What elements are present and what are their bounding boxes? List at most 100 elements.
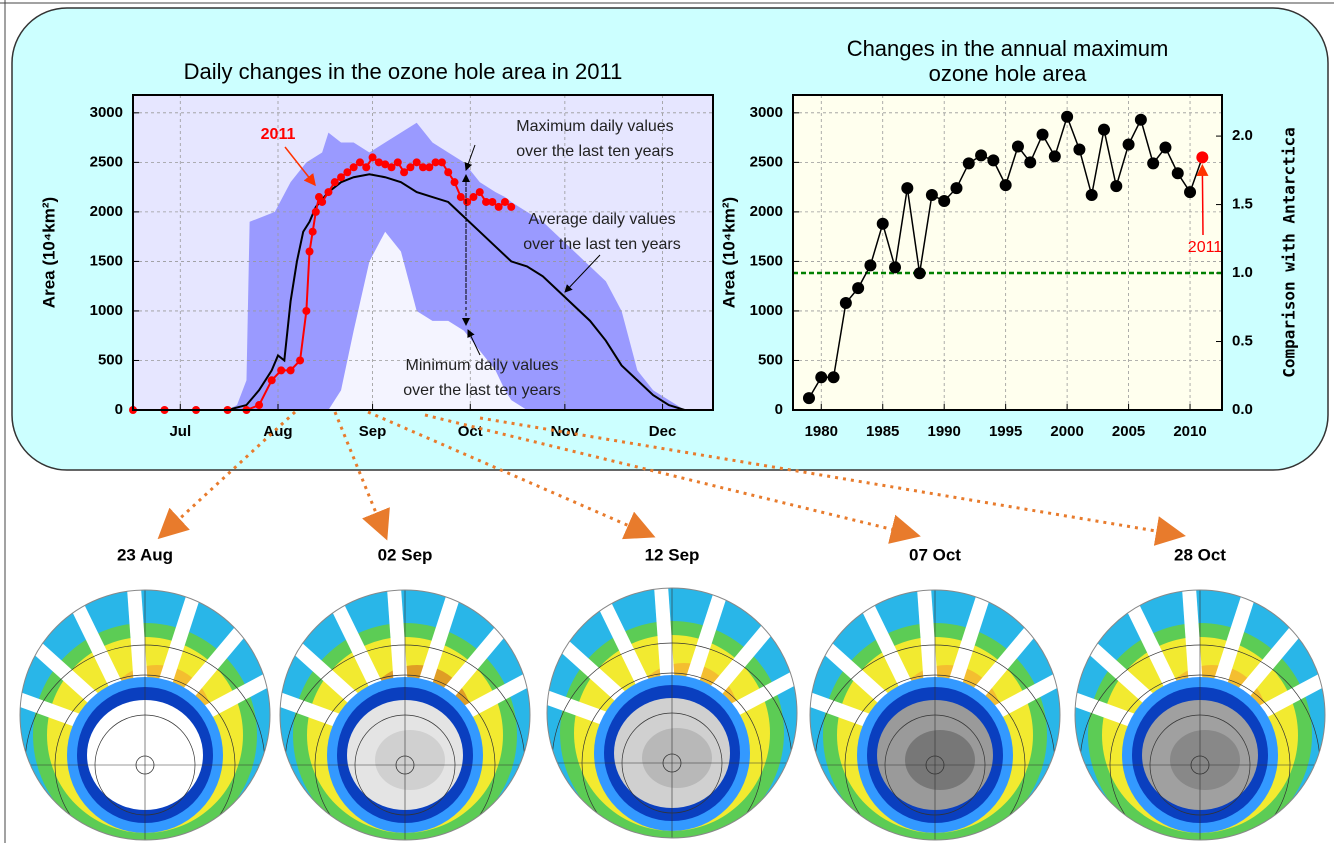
globe-edge — [809, 589, 1061, 841]
point — [500, 197, 509, 206]
point — [1196, 151, 1209, 164]
y2-tick-label: 0.5 — [1232, 332, 1253, 349]
y-tick-label: 2500 — [90, 153, 123, 170]
point — [827, 371, 840, 384]
point — [355, 158, 364, 167]
globe — [810, 590, 1060, 840]
links — [157, 410, 1186, 546]
point — [286, 366, 295, 375]
data-gap — [194, 659, 270, 724]
point — [876, 217, 889, 230]
plot-frame — [792, 94, 1223, 411]
y2-tick-label: 1.5 — [1232, 196, 1253, 213]
point — [864, 259, 877, 272]
data-gap — [156, 590, 205, 691]
plot-frame — [132, 94, 714, 411]
annotation-arrow — [464, 144, 476, 171]
point — [337, 173, 346, 182]
point — [1061, 110, 1074, 123]
point — [296, 356, 305, 365]
series-annotation: 2011 — [261, 126, 296, 143]
point — [1184, 186, 1197, 199]
point — [302, 306, 311, 315]
point — [330, 178, 339, 187]
point — [308, 227, 317, 236]
point — [311, 207, 320, 216]
point — [450, 178, 459, 187]
data-gap — [946, 590, 995, 691]
annotation-arrow — [564, 254, 601, 293]
y-tick-label: 1000 — [90, 302, 123, 319]
point — [889, 261, 902, 274]
plot-area — [793, 95, 1222, 410]
data-gap — [683, 588, 732, 689]
axis-label: Comparison with Antarctica — [1280, 127, 1299, 377]
data-gap — [984, 659, 1060, 724]
y-tick-label: 1500 — [750, 252, 783, 269]
data-gap — [1075, 680, 1147, 732]
map-date: 23 Aug — [117, 545, 173, 564]
point — [852, 282, 865, 295]
point — [425, 163, 434, 172]
point — [507, 202, 516, 211]
point — [393, 158, 402, 167]
series-annotation: over the last ten years — [523, 236, 680, 253]
link-arrow — [333, 411, 390, 541]
annotation-arrow — [284, 146, 316, 187]
annotation: 2011 — [1188, 239, 1223, 256]
data-gap — [547, 678, 619, 730]
point — [975, 149, 988, 162]
point — [482, 197, 491, 206]
globe — [280, 590, 530, 840]
y-tick-label: 0 — [115, 401, 123, 418]
point — [362, 163, 371, 172]
point — [1122, 138, 1135, 151]
point — [437, 158, 446, 167]
point — [374, 158, 383, 167]
data-gap — [653, 588, 675, 684]
point — [324, 188, 333, 197]
point — [463, 197, 472, 206]
x-tick-label: Aug — [263, 423, 292, 440]
link-arrow — [479, 416, 1186, 546]
globe-edge — [546, 587, 798, 839]
point — [368, 153, 377, 162]
x-tick-label: Oct — [458, 423, 483, 440]
y-tick-label: 1000 — [750, 302, 783, 319]
point — [431, 158, 440, 167]
point — [839, 297, 852, 310]
ozone-core — [905, 730, 975, 790]
point — [1036, 128, 1049, 141]
point — [815, 371, 828, 384]
x-tick-label: Sep — [359, 423, 387, 440]
area — [133, 122, 713, 411]
point — [1073, 143, 1086, 156]
series-annotation: Maximum daily values — [516, 118, 673, 135]
x-tick-label: 1985 — [866, 423, 899, 440]
point — [1097, 123, 1110, 136]
axis-label: Area (10⁴km²) — [39, 197, 58, 308]
point — [1147, 157, 1160, 170]
point — [1171, 167, 1184, 180]
point — [305, 247, 314, 256]
point — [1011, 140, 1024, 153]
point — [343, 168, 352, 177]
point — [381, 160, 390, 169]
axis-label: Area (10⁴km²) — [719, 197, 738, 308]
y-tick-label: 2500 — [750, 153, 783, 170]
x-tick-label: 1995 — [989, 423, 1022, 440]
map-date: 07 Oct — [909, 545, 961, 564]
point — [349, 163, 358, 172]
data-gap — [126, 590, 148, 686]
point — [469, 193, 478, 202]
y-tick-label: 3000 — [90, 104, 123, 121]
point — [925, 189, 938, 202]
globe — [547, 588, 797, 838]
data-gap — [386, 590, 408, 686]
data-gap — [280, 680, 352, 732]
y2-tick-label: 0.0 — [1232, 401, 1253, 418]
data-gap — [916, 590, 938, 686]
ozone-core — [115, 730, 185, 790]
series-annotation: Average daily values — [528, 211, 675, 228]
